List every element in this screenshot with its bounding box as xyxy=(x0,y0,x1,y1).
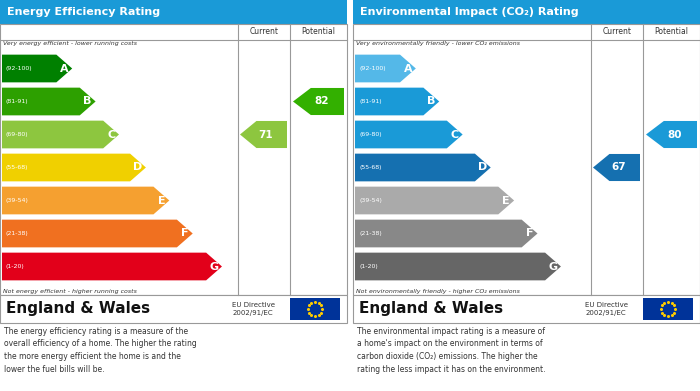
Text: D: D xyxy=(134,163,143,172)
Polygon shape xyxy=(2,220,192,248)
Text: 82: 82 xyxy=(314,97,328,106)
Bar xyxy=(290,298,340,320)
Text: The energy efficiency rating is a measure of the
overall efficiency of a home. T: The energy efficiency rating is a measur… xyxy=(4,327,197,373)
Text: C: C xyxy=(451,129,458,140)
Text: (92-100): (92-100) xyxy=(6,66,33,71)
Polygon shape xyxy=(355,121,463,148)
Text: Potential: Potential xyxy=(302,27,335,36)
Text: (81-91): (81-91) xyxy=(6,99,29,104)
Text: EU Directive
2002/91/EC: EU Directive 2002/91/EC xyxy=(585,302,629,316)
Text: (1-20): (1-20) xyxy=(6,264,25,269)
Polygon shape xyxy=(355,253,561,280)
Polygon shape xyxy=(355,154,491,181)
Polygon shape xyxy=(355,55,416,83)
Polygon shape xyxy=(2,154,146,181)
Polygon shape xyxy=(355,187,514,214)
Bar xyxy=(643,298,693,320)
Text: (21-38): (21-38) xyxy=(6,231,29,236)
Text: Current: Current xyxy=(603,27,631,36)
Polygon shape xyxy=(240,121,287,148)
Polygon shape xyxy=(2,253,222,280)
Text: (39-54): (39-54) xyxy=(6,198,29,203)
Text: (81-91): (81-91) xyxy=(359,99,382,104)
Text: (21-38): (21-38) xyxy=(359,231,382,236)
Polygon shape xyxy=(293,88,344,115)
Text: E: E xyxy=(158,196,165,206)
Text: England & Wales: England & Wales xyxy=(359,301,503,316)
Polygon shape xyxy=(355,88,439,115)
Text: Environmental Impact (CO₂) Rating: Environmental Impact (CO₂) Rating xyxy=(360,7,579,17)
Polygon shape xyxy=(355,220,538,248)
Text: B: B xyxy=(83,97,92,106)
Text: (55-68): (55-68) xyxy=(6,165,29,170)
Text: 67: 67 xyxy=(612,163,626,172)
Text: Potential: Potential xyxy=(654,27,689,36)
Text: The environmental impact rating is a measure of
a home's impact on the environme: The environmental impact rating is a mea… xyxy=(357,327,545,373)
Text: (1-20): (1-20) xyxy=(359,264,378,269)
Text: EU Directive
2002/91/EC: EU Directive 2002/91/EC xyxy=(232,302,276,316)
Text: (39-54): (39-54) xyxy=(359,198,382,203)
Text: F: F xyxy=(526,228,533,239)
Polygon shape xyxy=(2,187,169,214)
Text: 80: 80 xyxy=(667,129,681,140)
Text: Very energy efficient - lower running costs: Very energy efficient - lower running co… xyxy=(3,41,137,46)
Text: (69-80): (69-80) xyxy=(359,132,382,137)
Bar xyxy=(353,295,700,323)
Text: B: B xyxy=(427,97,435,106)
Bar xyxy=(353,24,700,295)
Text: (55-68): (55-68) xyxy=(359,165,382,170)
Text: England & Wales: England & Wales xyxy=(6,301,150,316)
Polygon shape xyxy=(2,121,119,148)
Text: A: A xyxy=(60,63,69,74)
Text: Not environmentally friendly - higher CO₂ emissions: Not environmentally friendly - higher CO… xyxy=(356,289,520,294)
Bar xyxy=(0,0,347,24)
Text: Very environmentally friendly - lower CO₂ emissions: Very environmentally friendly - lower CO… xyxy=(356,41,520,46)
Text: D: D xyxy=(478,163,487,172)
Text: A: A xyxy=(404,63,412,74)
Bar xyxy=(0,295,347,323)
Text: G: G xyxy=(209,262,218,271)
Polygon shape xyxy=(646,121,697,148)
Text: G: G xyxy=(548,262,558,271)
Text: C: C xyxy=(107,129,115,140)
Text: Energy Efficiency Rating: Energy Efficiency Rating xyxy=(7,7,160,17)
Polygon shape xyxy=(2,55,72,83)
Text: (92-100): (92-100) xyxy=(359,66,386,71)
Polygon shape xyxy=(2,88,96,115)
Text: Not energy efficient - higher running costs: Not energy efficient - higher running co… xyxy=(3,289,137,294)
Text: Current: Current xyxy=(249,27,279,36)
Bar xyxy=(353,0,700,24)
Text: 71: 71 xyxy=(259,129,273,140)
Polygon shape xyxy=(593,154,640,181)
Bar xyxy=(0,24,347,295)
Text: F: F xyxy=(181,228,188,239)
Text: (69-80): (69-80) xyxy=(6,132,29,137)
Text: E: E xyxy=(503,196,510,206)
